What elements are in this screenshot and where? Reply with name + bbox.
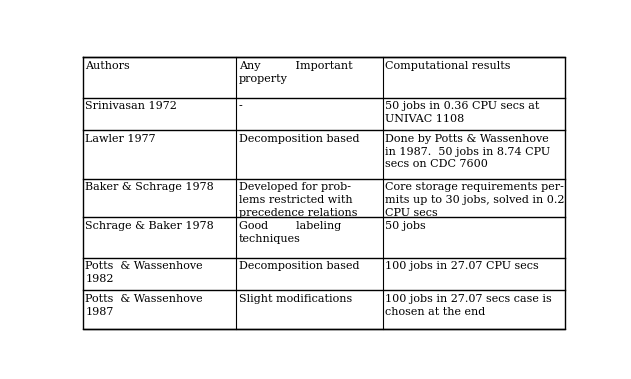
Text: 100 jobs in 27.07 secs case is
chosen at the end: 100 jobs in 27.07 secs case is chosen at… bbox=[386, 294, 552, 317]
Text: 50 jobs in 0.36 CPU secs at
UNIVAC 1108: 50 jobs in 0.36 CPU secs at UNIVAC 1108 bbox=[386, 102, 540, 124]
Text: 100 jobs in 27.07 CPU secs: 100 jobs in 27.07 CPU secs bbox=[386, 262, 540, 271]
Text: Potts  & Wassenhove
1987: Potts & Wassenhove 1987 bbox=[85, 294, 203, 317]
Text: Decomposition based: Decomposition based bbox=[239, 134, 359, 144]
Text: Srinivasan 1972: Srinivasan 1972 bbox=[85, 102, 177, 111]
Text: Developed for prob-
lems restricted with
precedence relations: Developed for prob- lems restricted with… bbox=[239, 182, 357, 218]
Text: Schrage & Baker 1978: Schrage & Baker 1978 bbox=[85, 221, 214, 231]
Text: Core storage requirements per-
mits up to 30 jobs, solved in 0.2
CPU secs: Core storage requirements per- mits up t… bbox=[386, 182, 565, 218]
Text: Baker & Schrage 1978: Baker & Schrage 1978 bbox=[85, 182, 214, 193]
Text: Computational results: Computational results bbox=[386, 61, 511, 71]
Text: Done by Potts & Wassenhove
in 1987.  50 jobs in 8.74 CPU
secs on CDC 7600: Done by Potts & Wassenhove in 1987. 50 j… bbox=[386, 134, 551, 169]
Text: Good        labeling
techniques: Good labeling techniques bbox=[239, 221, 341, 244]
Text: 50 jobs: 50 jobs bbox=[386, 221, 426, 231]
Text: Slight modifications: Slight modifications bbox=[239, 294, 352, 304]
Text: -: - bbox=[239, 102, 242, 111]
Text: Authors: Authors bbox=[85, 61, 130, 71]
Text: Decomposition based: Decomposition based bbox=[239, 262, 359, 271]
Text: Lawler 1977: Lawler 1977 bbox=[85, 134, 156, 144]
Text: Potts  & Wassenhove
1982: Potts & Wassenhove 1982 bbox=[85, 262, 203, 284]
Text: Any          Important
property: Any Important property bbox=[239, 61, 352, 84]
